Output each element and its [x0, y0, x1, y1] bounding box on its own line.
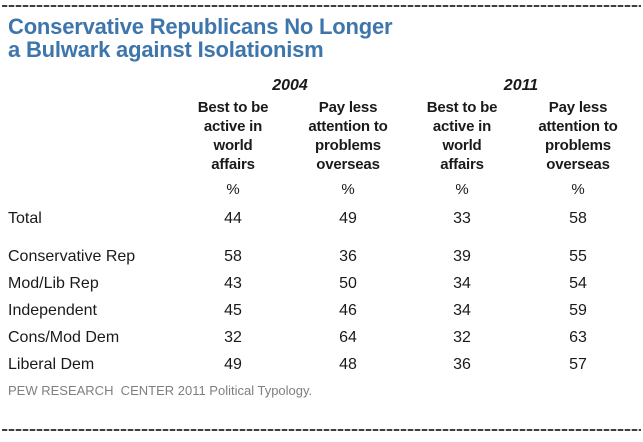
- row-label: Conservative Rep: [8, 247, 136, 265]
- top-dashed-rule: [2, 5, 641, 7]
- value-cell: 58: [224, 247, 242, 265]
- value-cell: 57: [569, 355, 587, 373]
- percent-symbol: %: [341, 181, 355, 198]
- value-cell: 55: [569, 247, 587, 265]
- column-header-2004-payless: Pay less attention to problems overseas: [308, 99, 388, 173]
- value-cell: 34: [453, 301, 471, 319]
- year-header-row: 2004 2011: [8, 73, 637, 95]
- value-cell: 36: [453, 355, 471, 373]
- value-cell: 39: [453, 247, 471, 265]
- year-group-2011: 2011: [503, 77, 539, 94]
- value-cell: 36: [339, 247, 357, 265]
- percent-symbol: %: [571, 181, 585, 198]
- value-cell: 49: [224, 355, 242, 373]
- bottom-dashed-rule: [2, 429, 641, 431]
- value-cell: 45: [224, 301, 242, 319]
- value-cell: 34: [453, 274, 471, 292]
- value-cell: 63: [569, 328, 587, 346]
- empty-cell: [8, 95, 175, 174]
- column-header-row: Best to be active in world affairs Pay l…: [8, 95, 637, 174]
- source-note: PEW RESEARCH CENTER 2011 Political Typol…: [8, 383, 313, 398]
- row-label: Independent: [8, 301, 97, 319]
- row-label: Cons/Mod Dem: [8, 328, 120, 346]
- empty-cell: [8, 174, 175, 205]
- value-cell: 32: [453, 328, 471, 346]
- value-cell: 43: [224, 274, 242, 292]
- row-label: Liberal Dem: [8, 355, 95, 373]
- percent-symbol: %: [455, 181, 469, 198]
- spacer-row: [8, 232, 637, 243]
- column-header-2011-payless: Pay less attention to problems overseas: [538, 99, 618, 173]
- row-label: Total: [8, 209, 42, 227]
- table-row-cons-mod-dem: Cons/Mod Dem 32 64 32 63: [8, 324, 637, 351]
- value-cell: 32: [224, 328, 242, 346]
- table-row-independent: Independent 45 46 34 59: [8, 297, 637, 324]
- value-cell: 59: [569, 301, 587, 319]
- table-row-mod-lib-rep: Mod/Lib Rep 43 50 34 54: [8, 270, 637, 297]
- value-cell: 49: [339, 209, 357, 227]
- table-row-liberal-dem: Liberal Dem 49 48 36 57: [8, 351, 637, 378]
- typology-data-table: 2004 2011 Best to be active in world aff…: [8, 73, 637, 378]
- value-cell: 50: [339, 274, 357, 292]
- table-row-conservative-rep: Conservative Rep 58 36 39 55: [8, 243, 637, 270]
- row-label: Mod/Lib Rep: [8, 274, 99, 292]
- column-header-2004-active: Best to be active in world affairs: [197, 99, 269, 173]
- empty-cell: [8, 73, 175, 95]
- value-cell: 48: [339, 355, 357, 373]
- percent-row: % % % %: [8, 174, 637, 205]
- percent-symbol: %: [226, 181, 240, 198]
- value-cell: 46: [339, 301, 357, 319]
- value-cell: 54: [569, 274, 587, 292]
- figure-title: Conservative Republicans No Longer a Bul…: [8, 14, 393, 62]
- value-cell: 58: [569, 209, 587, 227]
- value-cell: 33: [453, 209, 471, 227]
- table-row-total: Total 44 49 33 58: [8, 205, 637, 232]
- column-header-2011-active: Best to be active in world affairs: [426, 99, 498, 173]
- value-cell: 44: [224, 209, 242, 227]
- value-cell: 64: [339, 328, 357, 346]
- year-group-2004: 2004: [272, 77, 308, 94]
